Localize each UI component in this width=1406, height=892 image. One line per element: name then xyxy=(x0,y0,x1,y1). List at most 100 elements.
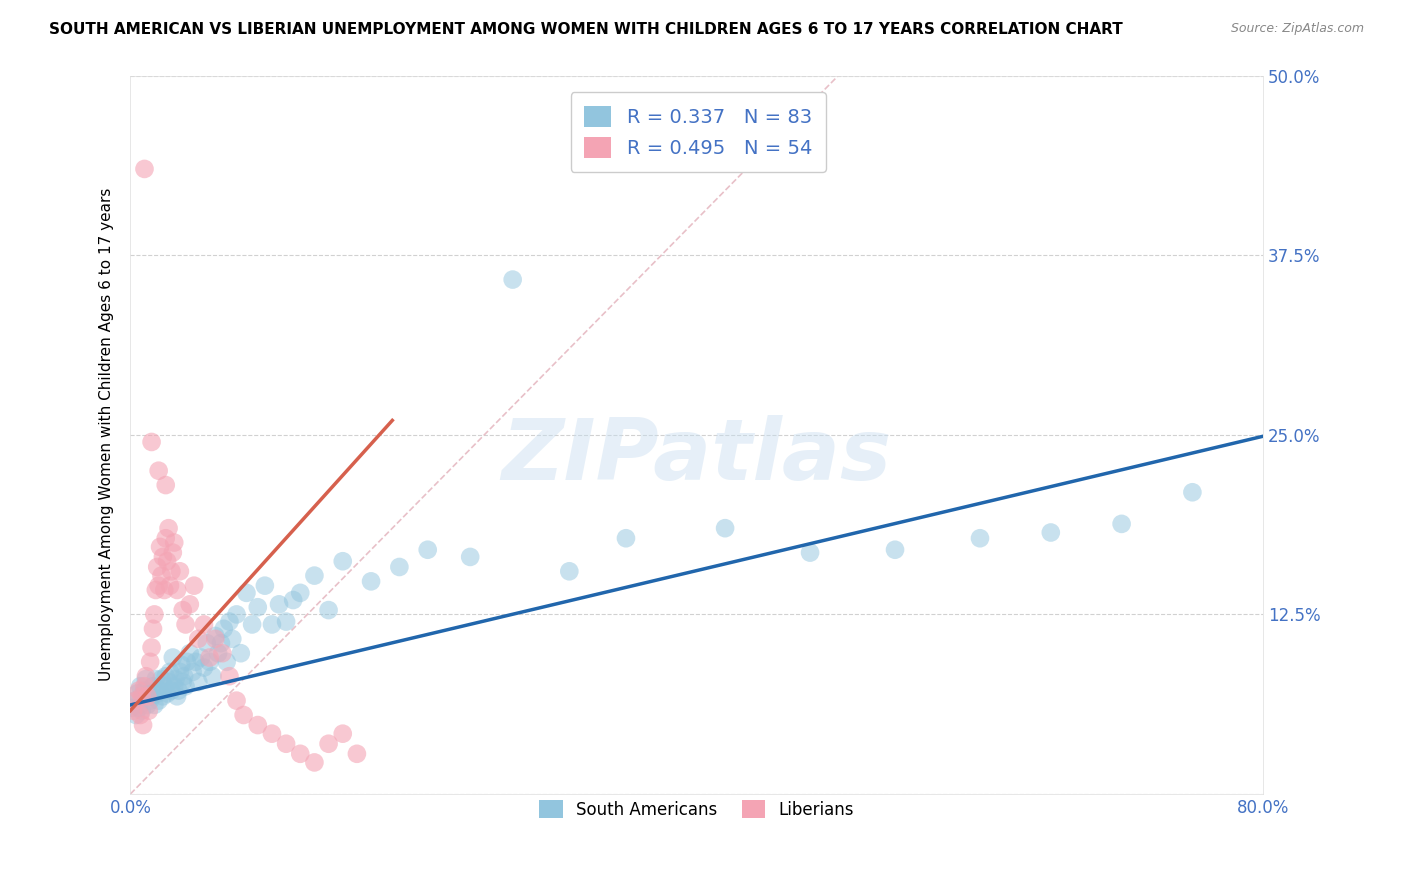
Point xyxy=(153,582,176,597)
Point xyxy=(143,607,166,622)
Point xyxy=(187,675,209,690)
Point xyxy=(135,669,157,683)
Point xyxy=(157,675,180,690)
Point xyxy=(146,560,169,574)
Point xyxy=(136,690,159,704)
Point xyxy=(138,686,160,700)
Point xyxy=(1111,516,1133,531)
Point xyxy=(207,646,229,660)
Point xyxy=(1181,485,1204,500)
Point xyxy=(148,464,170,478)
Point xyxy=(416,542,439,557)
Point xyxy=(174,679,197,693)
Point xyxy=(190,650,212,665)
Point xyxy=(170,657,193,672)
Point xyxy=(204,629,226,643)
Point xyxy=(138,704,160,718)
Point xyxy=(181,665,204,679)
Point xyxy=(187,632,209,646)
Point xyxy=(162,650,184,665)
Point xyxy=(128,683,150,698)
Point xyxy=(283,593,305,607)
Point xyxy=(141,690,163,704)
Point xyxy=(156,554,179,568)
Point xyxy=(246,600,269,615)
Point xyxy=(195,636,218,650)
Point xyxy=(153,679,176,693)
Text: SOUTH AMERICAN VS LIBERIAN UNEMPLOYMENT AMONG WOMEN WITH CHILDREN AGES 6 TO 17 Y: SOUTH AMERICAN VS LIBERIAN UNEMPLOYMENT … xyxy=(49,22,1123,37)
Point xyxy=(131,690,153,704)
Point xyxy=(346,747,368,761)
Point xyxy=(169,564,191,578)
Point xyxy=(232,708,254,723)
Point xyxy=(129,708,152,723)
Point xyxy=(150,672,173,686)
Point xyxy=(221,632,243,646)
Point xyxy=(212,622,235,636)
Point xyxy=(128,701,150,715)
Point xyxy=(193,617,215,632)
Point xyxy=(157,521,180,535)
Point xyxy=(183,579,205,593)
Point xyxy=(149,540,172,554)
Point xyxy=(884,542,907,557)
Point xyxy=(240,617,263,632)
Point xyxy=(173,669,195,683)
Point xyxy=(139,655,162,669)
Point xyxy=(165,672,187,686)
Point xyxy=(127,686,149,700)
Point xyxy=(204,632,226,646)
Text: ZIPatlas: ZIPatlas xyxy=(502,415,891,498)
Point xyxy=(163,679,186,693)
Point xyxy=(155,478,177,492)
Point xyxy=(198,650,221,665)
Point xyxy=(209,636,232,650)
Point xyxy=(142,622,165,636)
Point xyxy=(267,598,290,612)
Point xyxy=(145,582,167,597)
Point xyxy=(235,586,257,600)
Point xyxy=(290,747,312,761)
Point xyxy=(146,686,169,700)
Point xyxy=(148,579,170,593)
Point xyxy=(274,615,297,629)
Point xyxy=(225,693,247,707)
Point xyxy=(304,568,326,582)
Point xyxy=(167,683,190,698)
Point xyxy=(229,646,252,660)
Point xyxy=(166,582,188,597)
Point xyxy=(150,568,173,582)
Point xyxy=(162,546,184,560)
Point xyxy=(193,660,215,674)
Point xyxy=(218,615,240,629)
Point xyxy=(136,698,159,712)
Point xyxy=(152,690,174,704)
Point xyxy=(274,737,297,751)
Point xyxy=(163,535,186,549)
Point xyxy=(159,579,181,593)
Point xyxy=(125,693,148,707)
Point xyxy=(253,579,276,593)
Point xyxy=(502,272,524,286)
Point xyxy=(143,698,166,712)
Point xyxy=(152,549,174,564)
Point xyxy=(156,686,179,700)
Point xyxy=(304,756,326,770)
Point xyxy=(142,679,165,693)
Point xyxy=(218,669,240,683)
Point xyxy=(160,564,183,578)
Point xyxy=(166,690,188,704)
Point xyxy=(169,665,191,679)
Point xyxy=(132,718,155,732)
Point xyxy=(211,646,233,660)
Point xyxy=(332,554,354,568)
Point xyxy=(174,617,197,632)
Point xyxy=(134,679,156,693)
Point xyxy=(360,574,382,589)
Point xyxy=(714,521,737,535)
Point xyxy=(155,669,177,683)
Point xyxy=(558,564,581,578)
Point xyxy=(129,679,152,693)
Point xyxy=(260,617,283,632)
Point xyxy=(132,690,155,704)
